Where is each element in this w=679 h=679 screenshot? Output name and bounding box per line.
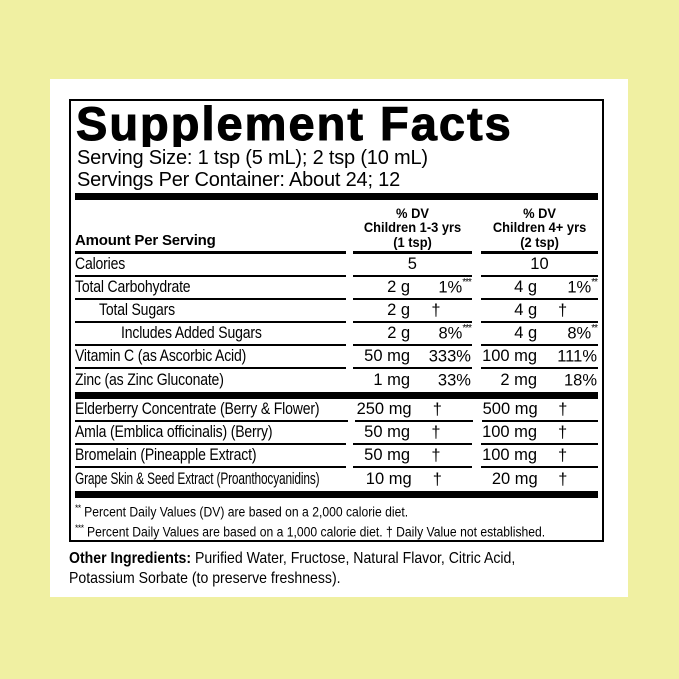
table-header: Amount Per Serving % DV Children 1-3 yrs…	[75, 200, 598, 254]
other-ingredients: Other Ingredients: Purified Water, Fruct…	[69, 549, 617, 588]
divider-thick-bottom	[75, 491, 598, 498]
row-value: 5	[407, 255, 417, 273]
row-label: Vitamin C (as Ascorbic Acid)	[75, 347, 247, 365]
other-ingredients-line1: Other Ingredients: Purified Water, Fruct…	[69, 550, 516, 567]
table-row-calories: Calories 5 10	[75, 254, 598, 277]
other-ingredients-line2: Potassium Sorbate (to preserve freshness…	[69, 569, 341, 587]
footnote-2000-calorie: ** Percent Daily Values (DV) are based o…	[75, 503, 409, 520]
row-value: 10	[530, 255, 549, 273]
footnote-1000-calorie: *** Percent Daily Values are based on a …	[75, 523, 546, 540]
table-row: Zinc (as Zinc Gluconate) 1 mg 33% 2 mg 18%	[75, 371, 597, 390]
table-row: Grape Skin & Seed Extract (Proanthocyani…	[75, 470, 568, 489]
other-ingredients-label: Other Ingredients:	[69, 550, 192, 567]
divider-thick-middle	[75, 392, 598, 399]
supplement-facts-panel: Supplement Facts Serving Size: 1 tsp (5 …	[69, 99, 604, 542]
amount-per-serving-header: Amount Per Serving	[75, 202, 346, 254]
table-row: Includes Added Sugars 2 g 8%*** 4 g 8%**	[75, 323, 598, 346]
row-label: Total Carbohydrate	[75, 278, 191, 296]
serving-size: Serving Size: 1 tsp (5 mL); 2 tsp (10 mL…	[77, 147, 428, 169]
table-row: Bromelain (Pineapple Extract) 50 mg † 100…	[75, 445, 598, 468]
row-label: Grape Skin & Seed Extract (Proanthocyani…	[75, 470, 320, 488]
table-row: Vitamin C (as Ascorbic Acid) 50 mg 333% 1…	[75, 346, 598, 369]
row-label: Calories	[75, 255, 126, 273]
footnotes: ** Percent Daily Values (DV) are based o…	[75, 498, 598, 541]
label-card: Supplement Facts Serving Size: 1 tsp (5 …	[50, 79, 628, 597]
table-row: Amla (Emblica officinalis) (Berry) 50 mg…	[75, 422, 598, 445]
divider-thick-top	[75, 193, 598, 200]
table-row: Total Carbohydrate 2 g 1%*** 4 g 1%**	[75, 277, 598, 300]
panel-title: Supplement Facts	[76, 103, 513, 147]
row-label: Zinc (as Zinc Gluconate)	[75, 371, 224, 389]
row-label: Total Sugars	[99, 301, 175, 319]
row-label: Bromelain (Pineapple Extract)	[75, 446, 257, 464]
table-row: Elderberry Concentrate (Berry & Flower) …	[75, 399, 598, 422]
dv-column-header-4plus-yrs: % DV Children 4+ yrs (2 tsp)	[480, 205, 598, 254]
servings-per-container: Servings Per Container: About 24; 12	[77, 169, 401, 191]
row-label: Elderberry Concentrate (Berry & Flower)	[75, 400, 320, 418]
row-label: Amla (Emblica officinalis) (Berry)	[75, 423, 273, 441]
table-row: Total Sugars 2 g † 4 g †	[75, 300, 598, 323]
row-label: Includes Added Sugars	[121, 324, 262, 342]
dv-column-header-1-3yrs: % DV Children 1-3 yrs (1 tsp)	[352, 205, 472, 254]
